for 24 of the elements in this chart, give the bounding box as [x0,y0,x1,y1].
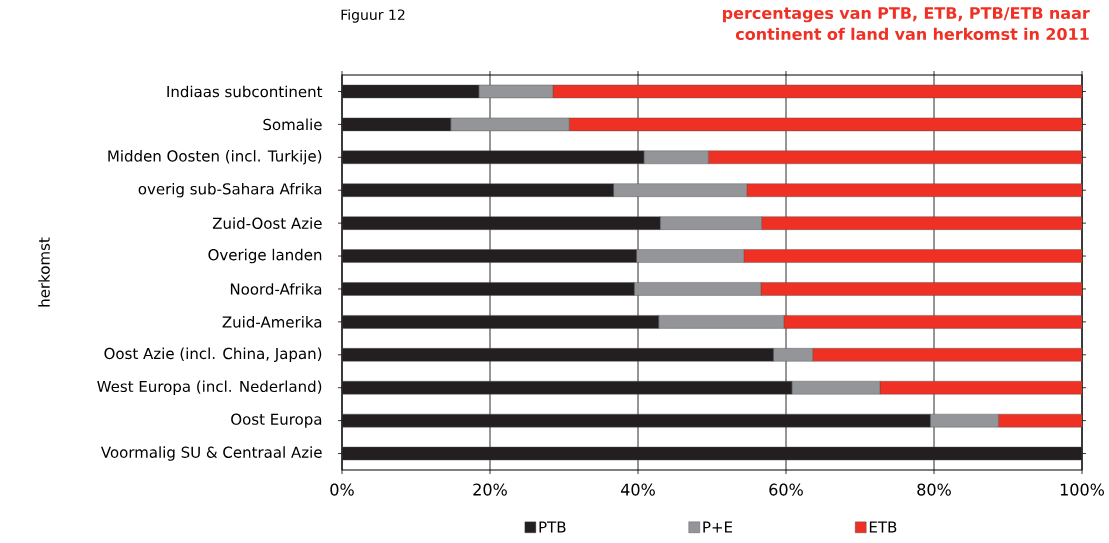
y-tick-label: Oost Azie (incl. China, Japan) [104,347,322,363]
y-tick-label: Indiaas subcontinent [167,85,323,98]
text: Figuur 12 [341,9,405,23]
y-tick-label: Zuid-Amerika [222,316,322,328]
x-tick-label: 100% [1060,483,1104,496]
y-axis-title: herkomst [38,237,50,307]
legend-label: P+E [703,521,733,533]
x-tick-label: 80% [917,483,951,496]
y-tick-label: overig sub-Sahara Afrika [138,182,322,198]
y-tick-label: Midden Oosten (incl. Turkije) [108,150,322,165]
chart-title: percentages van PTB, ETB, PTB/ETB naar continent of land van herkomst in 2011 [723,7,1090,41]
y-tick-label: West Europa (incl. Nederland) [97,380,322,395]
y-tick-label: Noord-Afrika [230,283,322,295]
x-tick-label: 40% [621,483,655,496]
y-tick-label: Somalie [263,118,322,131]
y-tick-label: Zuid-Oost Azie [212,217,322,229]
x-tick-label: 0% [330,483,354,496]
legend-label: ETB [869,521,897,533]
y-tick-label: Overige landen [208,248,322,264]
y-tick-label: Oost Europa [231,413,322,428]
x-tick-label: 60% [769,483,803,496]
y-tick-label: Voormalig SU & Centraal Azie [100,446,322,461]
legend-label: PTB [539,521,566,533]
x-tick-label: 20% [473,483,507,496]
